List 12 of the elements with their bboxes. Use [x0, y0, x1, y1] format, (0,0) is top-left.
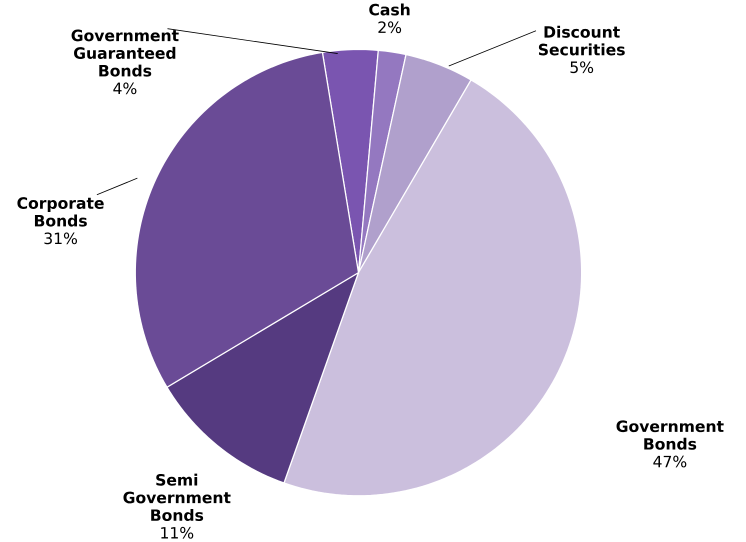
slice-label: Government Bonds [616, 420, 724, 450]
slice-label: Corporate Bonds [17, 197, 104, 227]
data-label: 2% [378, 21, 402, 34]
data-label: 5% [570, 61, 594, 74]
data-label: 11% [161, 526, 194, 539]
slice-label: Government Guaranteed Bonds [72, 29, 179, 77]
slice-label: Cash [369, 3, 410, 16]
data-label: 47% [653, 456, 686, 468]
slice-label: Discount Securities [538, 26, 625, 56]
data-label: 4% [113, 82, 136, 94]
data-label: 31% [44, 232, 77, 244]
slice-label: Semi Government Bonds [123, 474, 231, 521]
